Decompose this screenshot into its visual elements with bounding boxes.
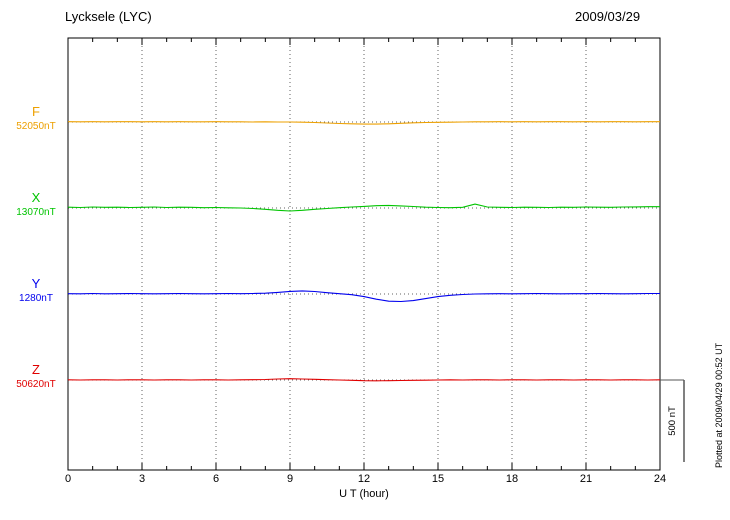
x-tick-label: 9 xyxy=(286,473,294,485)
series-line-F xyxy=(67,121,660,125)
series-baseline-X: 13070nT xyxy=(16,207,56,218)
series-name-X: X xyxy=(31,190,41,205)
series-label-Y: Y 1280nT xyxy=(8,276,64,305)
x-tick-label: 18 xyxy=(505,473,519,485)
x-tick-label: 3 xyxy=(138,473,146,485)
series-baseline-F: 52050nT xyxy=(16,121,56,132)
plotted-timestamp-note: Plotted at 2009/04/29 00:52 UT xyxy=(714,342,724,468)
x-tick-label: 0 xyxy=(64,473,72,485)
series-line-Y xyxy=(67,290,660,303)
series-label-Z: Z 50620nT xyxy=(8,362,64,391)
x-tick-label: 6 xyxy=(212,473,220,485)
series-label-F: F 52050nT xyxy=(8,104,64,133)
series-baseline-Y: 1280nT xyxy=(19,293,53,304)
series-name-F: F xyxy=(32,104,40,119)
series-line-X xyxy=(67,203,660,212)
series-label-X: X 13070nT xyxy=(8,190,64,219)
series-name-Y: Y xyxy=(31,276,41,291)
x-axis-tick-labels: 0 3 6 9 12 15 18 21 24 xyxy=(0,473,730,487)
series-name-Z: Z xyxy=(32,362,40,377)
x-tick-label: 15 xyxy=(431,473,445,485)
station-title: Lycksele (LYC) xyxy=(65,9,152,24)
x-axis-title: U T (hour) xyxy=(339,488,389,500)
x-tick-label: 24 xyxy=(653,473,667,485)
series-baseline-Z: 50620nT xyxy=(16,379,56,390)
scale-bar-label: 500 nT xyxy=(667,406,678,436)
plot-date: 2009/03/29 xyxy=(575,9,641,24)
series-line-Z xyxy=(67,378,661,382)
x-tick-label: 12 xyxy=(357,473,371,485)
x-tick-label: 21 xyxy=(579,473,593,485)
plot-frame xyxy=(67,37,661,471)
